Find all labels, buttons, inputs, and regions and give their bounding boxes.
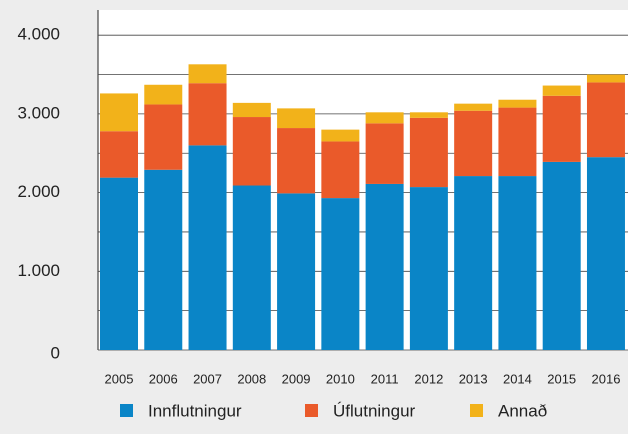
- legend-label: Úflutningur: [333, 401, 416, 420]
- legend-swatch: [120, 404, 133, 417]
- bar-segment: [188, 145, 227, 350]
- bar-segment: [542, 161, 581, 350]
- bar-segment: [454, 176, 493, 350]
- plot-area: [98, 10, 628, 350]
- y-tick-label: 1.000: [17, 261, 60, 280]
- legend-swatch: [470, 404, 483, 417]
- bar-segment: [409, 117, 448, 188]
- x-tick-label: 2009: [282, 371, 311, 386]
- bar-segment: [365, 183, 404, 350]
- x-tick-label: 2016: [592, 371, 621, 386]
- bar-segment: [586, 157, 625, 350]
- bar-segment: [321, 198, 360, 350]
- x-tick-label: 2007: [193, 371, 222, 386]
- x-tick-label: 2012: [414, 371, 443, 386]
- bar-segment: [498, 107, 537, 177]
- bar-segment: [277, 128, 316, 194]
- bar-segment: [144, 104, 183, 170]
- bar-segment: [277, 108, 316, 129]
- bar-segment: [277, 193, 316, 350]
- legend-swatch: [305, 404, 318, 417]
- bar-segment: [498, 176, 537, 350]
- x-tick-label: 2011: [371, 371, 399, 386]
- bar-segment: [188, 64, 227, 84]
- bar-segment: [321, 129, 360, 142]
- bar-segment: [454, 103, 493, 111]
- bar-segment: [365, 112, 404, 124]
- bar-segment: [144, 169, 183, 350]
- bar-segment: [586, 74, 625, 83]
- bar-segment: [100, 177, 138, 350]
- bar-segment: [542, 95, 581, 162]
- bar-segment: [232, 102, 271, 118]
- x-tick-label: 2010: [326, 371, 355, 386]
- bar-segment: [100, 131, 138, 178]
- bar-segment: [232, 185, 271, 350]
- y-tick-label: 3.000: [17, 103, 60, 122]
- bar-segment: [409, 187, 448, 350]
- x-tick-label: 2015: [547, 371, 576, 386]
- bar-segment: [498, 99, 537, 108]
- bar-segment: [232, 117, 271, 186]
- bar-segment: [542, 85, 581, 96]
- x-tick-label: 2005: [105, 371, 134, 386]
- bar-segment: [100, 93, 138, 132]
- x-tick-label: 2008: [237, 371, 266, 386]
- x-tick-label: 2014: [503, 371, 532, 386]
- x-tick-label: 2006: [149, 371, 178, 386]
- y-tick-label: 2.000: [17, 182, 60, 201]
- bar-segment: [144, 84, 183, 105]
- y-tick-label: 4.000: [17, 25, 60, 44]
- legend-label: Innflutningur: [148, 401, 242, 420]
- bar-segment: [188, 83, 227, 146]
- bar-segment: [365, 123, 404, 184]
- x-tick-label: 2013: [459, 371, 488, 386]
- y-tick-label: 0: [51, 343, 60, 362]
- bar-segment: [409, 112, 448, 118]
- bar-segment: [321, 141, 360, 199]
- bar-segment: [586, 82, 625, 158]
- bar-segment: [454, 110, 493, 177]
- legend-label: Annað: [498, 401, 547, 420]
